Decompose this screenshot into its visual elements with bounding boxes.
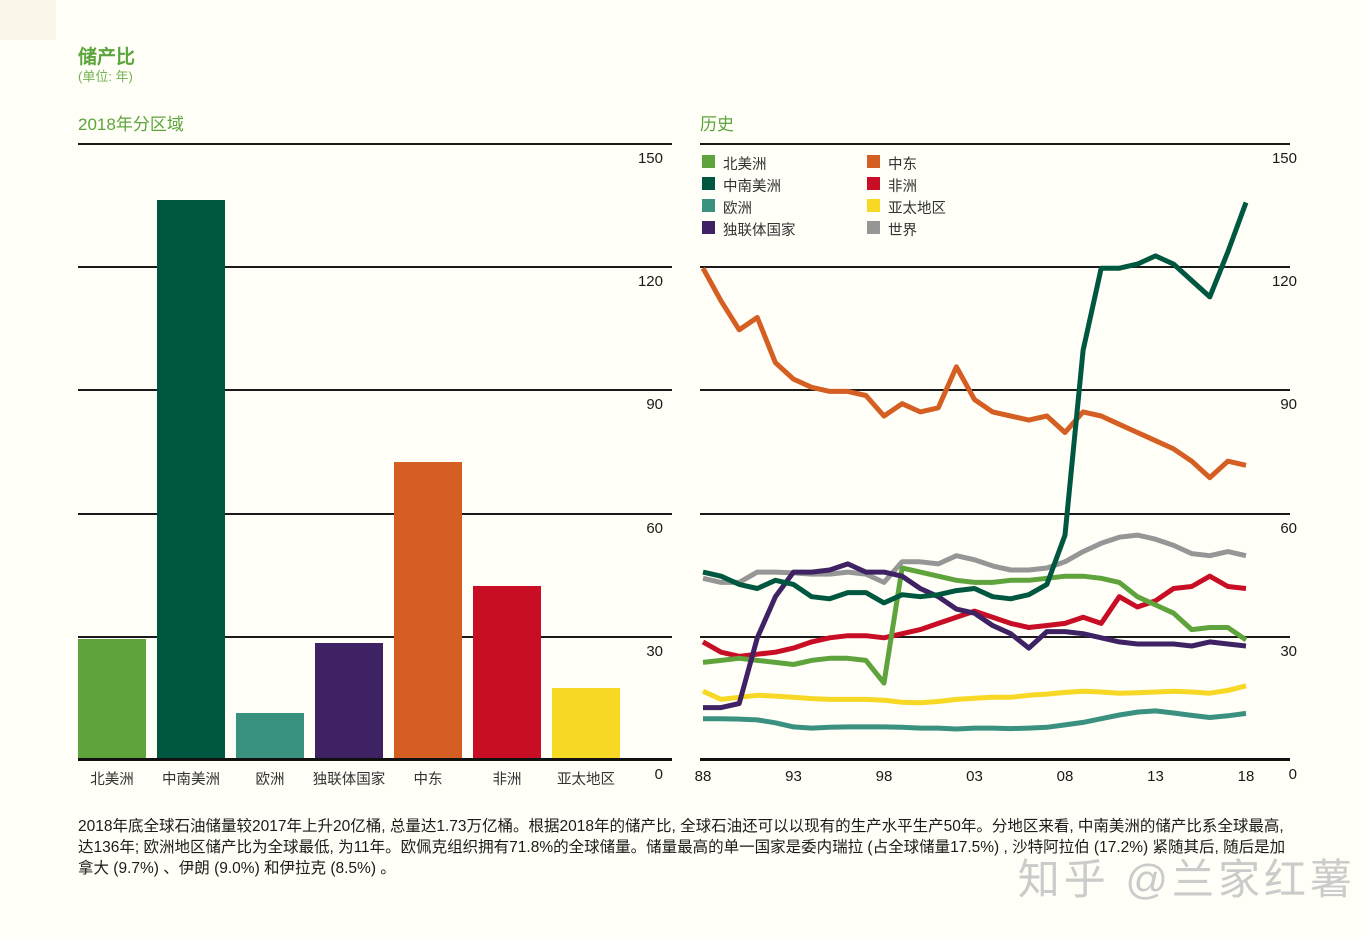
y-tick-label-60: 60 xyxy=(646,519,663,537)
watermark: 知乎 @兰家红薯 xyxy=(1017,856,1356,903)
gridline-120 xyxy=(700,266,1290,269)
y-tick-label-120: 120 xyxy=(637,273,663,291)
legend-label-北美洲: 北美洲 xyxy=(723,157,767,173)
legend-swatch-非洲 xyxy=(867,177,880,190)
gridline-150 xyxy=(78,143,672,145)
bar-label-非洲: 非洲 xyxy=(492,772,522,788)
x-axis-line xyxy=(78,758,672,761)
bar-label-中南美洲: 中南美洲 xyxy=(162,772,220,788)
x-tick-label-98: 98 xyxy=(875,768,893,785)
legend-label-非洲: 非洲 xyxy=(888,179,917,195)
legend-swatch-世界 xyxy=(867,221,880,234)
y-tick-label-120: 120 xyxy=(1271,273,1297,291)
x-tick-label-88: 88 xyxy=(694,768,712,785)
bar-亚太地区 xyxy=(552,688,620,758)
bar-中南美洲 xyxy=(157,199,225,758)
gridline-30 xyxy=(700,635,1290,638)
gridline-90 xyxy=(78,389,672,392)
line-chart-plot: 北美洲 中南美洲 欧洲 独联体国家 中东 非洲 亚太地区 世界 150 120 90 60 30 0 88… xyxy=(695,143,1297,785)
y-tick-label-0: 0 xyxy=(654,766,663,783)
legend-swatch-中东 xyxy=(867,155,880,168)
y-tick-label-150: 150 xyxy=(637,150,663,167)
legend-label-欧洲: 欧洲 xyxy=(723,201,752,217)
bar-label-亚太地区: 亚太地区 xyxy=(557,772,615,788)
bar-label-北美洲: 北美洲 xyxy=(90,772,134,788)
y-tick-label-150: 150 xyxy=(1271,150,1297,167)
y-tick-label-30: 30 xyxy=(1280,642,1297,660)
legend-swatch-欧洲 xyxy=(702,199,715,212)
line-series-中东 xyxy=(700,266,1247,481)
legend-swatch-中南美洲 xyxy=(702,177,715,190)
x-axis-line xyxy=(700,758,1290,761)
y-tick-label-30: 30 xyxy=(646,642,663,660)
bar-label-欧洲: 欧洲 xyxy=(255,772,285,788)
legend-swatch-北美洲 xyxy=(702,155,715,168)
legend-swatch-亚太地区 xyxy=(867,199,880,212)
bar-label-中东: 中东 xyxy=(413,772,443,788)
x-tick-label-08: 08 xyxy=(1056,768,1074,785)
gridline-120 xyxy=(78,266,672,269)
line-series-独联体国家 xyxy=(703,561,1247,711)
bar-中东 xyxy=(394,462,462,758)
gridline-60 xyxy=(700,512,1290,515)
line-chart-title: 历史 xyxy=(700,115,734,134)
corner-patch xyxy=(0,0,56,40)
x-tick-label-13: 13 xyxy=(1147,768,1164,785)
x-tick-label-18: 18 xyxy=(1237,768,1255,785)
line-series-中南美洲 xyxy=(702,201,1249,606)
bar-独联体国家 xyxy=(315,643,383,758)
bar-chart-title: 2018年分区域 xyxy=(78,115,184,134)
gridline-90 xyxy=(700,389,1290,392)
page-subtitle: (单位: 年) xyxy=(78,69,133,84)
page-title: 储产比 xyxy=(78,47,136,68)
line-chart-svg xyxy=(700,201,1249,732)
caption: 2018年底全球石油储量较2017年上升20亿桶, 总量达1.73万亿桶。根据2… xyxy=(78,818,1286,877)
bar-chart-plot: 150 120 90 60 30 0 北美洲 中南美洲 欧洲 独联体国家 中东 非洲 亚太地区 xyxy=(78,143,672,788)
line-series-亚太地区 xyxy=(701,683,1247,706)
gridline-150 xyxy=(700,143,1290,145)
bar-非洲 xyxy=(473,585,541,758)
gridline-60 xyxy=(78,512,672,515)
legend-label-中南美洲: 中南美洲 xyxy=(723,179,781,195)
bar-北美洲 xyxy=(78,638,146,758)
y-tick-label-90: 90 xyxy=(646,396,663,414)
legend-label-中东: 中东 xyxy=(888,157,917,173)
legend-label-独联体国家: 独联体国家 xyxy=(723,223,796,239)
bar-label-独联体国家: 独联体国家 xyxy=(312,772,386,788)
x-tick-label-93: 93 xyxy=(785,768,802,785)
legend-swatch-独联体国家 xyxy=(702,221,715,234)
legend-label-亚太地区: 亚太地区 xyxy=(888,201,946,217)
y-tick-label-60: 60 xyxy=(1280,519,1297,537)
bar-欧洲 xyxy=(236,712,304,758)
gridline-30 xyxy=(78,635,672,638)
y-tick-label-0: 0 xyxy=(1288,766,1297,783)
line-series-欧洲 xyxy=(703,708,1247,732)
legend-label-世界: 世界 xyxy=(888,223,917,239)
line-series-北美洲 xyxy=(702,565,1248,686)
line-series-世界 xyxy=(702,532,1247,585)
y-tick-label-90: 90 xyxy=(1280,396,1297,414)
x-tick-label-03: 03 xyxy=(966,768,983,785)
